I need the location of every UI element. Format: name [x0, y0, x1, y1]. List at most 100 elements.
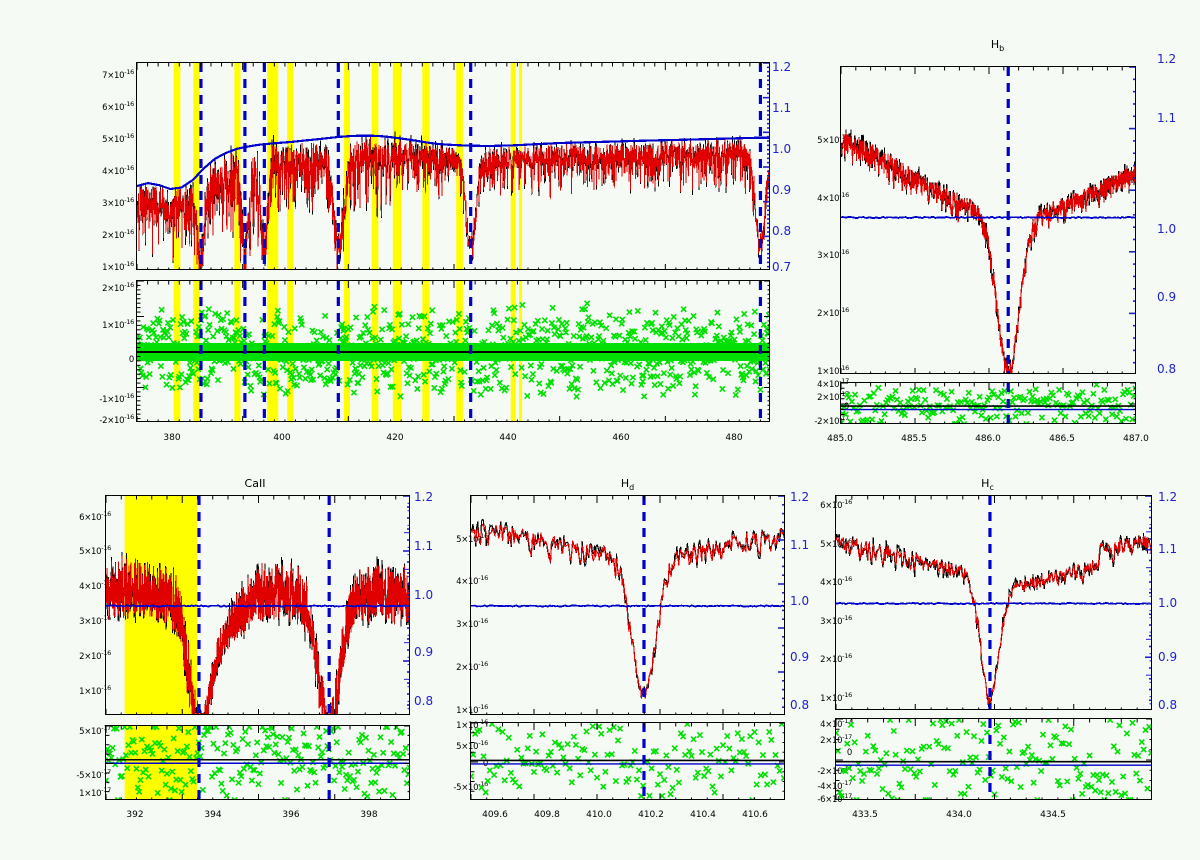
ytick-residual: 0	[55, 749, 111, 759]
ytick-right: 1.1	[414, 539, 434, 553]
ytick-left: 1×10-16	[102, 260, 134, 273]
plot-area-full-spectrum[interactable]	[136, 62, 770, 270]
xtick: 487.0	[1123, 434, 1149, 444]
ytick-left: 4×10-16	[456, 574, 488, 587]
xtick: 480	[725, 433, 743, 443]
ytick-residual: 2×10-17	[820, 733, 852, 746]
panel-h-beta: Hb 5×10-16 4×10-16 3×10-16 2×10-16 1×10-…	[795, 0, 1200, 460]
ytick-right: 0.9	[772, 183, 792, 197]
ytick-left: 2×10-16	[456, 660, 488, 673]
ytick-residual: -4×10-17	[817, 779, 852, 792]
ytick-residual: 4×10-17	[820, 717, 852, 730]
ytick-residual: -5×10-17	[76, 768, 111, 781]
residual-area-full-spectrum[interactable]	[136, 280, 770, 422]
ytick-residual: 5×10-17	[79, 724, 111, 737]
xtick: 486.0	[975, 434, 1001, 444]
ytick-left: 6×10-16	[79, 510, 111, 523]
plot-area-h-gamma[interactable]	[835, 495, 1152, 710]
ytick-right: 1.2	[772, 60, 792, 74]
xtick: 460	[612, 433, 630, 443]
xtick: 434.5	[1040, 810, 1066, 820]
residual-area-h-beta[interactable]	[840, 382, 1136, 424]
panel-h-delta: Hd 5×10-16 4×10-16 3×10-16 2×10-16 1×10-…	[440, 470, 830, 860]
xtick: 410.2	[638, 810, 664, 820]
ytick-left: 3×10-16	[79, 614, 111, 627]
plot-area-ca-ii[interactable]	[105, 495, 410, 715]
ytick-right: 0.9	[414, 645, 434, 659]
ytick-residual: 4×10-17	[817, 377, 849, 390]
ytick-left: 2×10-16	[820, 652, 852, 665]
ytick-left: 6×10-16	[102, 100, 134, 113]
ytick-left: 4×10-16	[820, 575, 852, 588]
xtick: 409.6	[482, 810, 508, 820]
panel-title-h-gamma: Hc	[981, 477, 994, 493]
ytick-right: 0.9	[790, 650, 810, 664]
ytick-left: 2×10-16	[79, 649, 111, 662]
ytick-left: 2×10-16	[817, 306, 849, 319]
ytick-left: 5×10-16	[456, 532, 488, 545]
ytick-right: 1.0	[1157, 222, 1177, 236]
xtick: 400	[273, 433, 291, 443]
xtick: 434.0	[946, 810, 972, 820]
ytick-right: 0.9	[1158, 650, 1178, 664]
residual-area-h-gamma[interactable]	[835, 718, 1152, 800]
xtick: 409.8	[534, 810, 560, 820]
plot-area-h-delta[interactable]	[470, 495, 785, 715]
ytick-residual: -6×10-17	[817, 792, 852, 805]
ytick-right: 1.0	[414, 588, 434, 602]
ytick-left: 3×10-16	[456, 617, 488, 630]
ytick-residual: 2×10-16	[102, 281, 134, 294]
ytick-left: 4×10-16	[79, 579, 111, 592]
ytick-left: 5×10-16	[820, 537, 852, 550]
ytick-left: 4×10-16	[102, 164, 134, 177]
xtick: 486.5	[1049, 434, 1075, 444]
ytick-right: 1.1	[1157, 111, 1177, 125]
ytick-right: 0.8	[790, 698, 810, 712]
xtick: 440	[499, 433, 517, 443]
ytick-left: 1×10-16	[456, 703, 488, 716]
ytick-right: 1.2	[790, 490, 810, 504]
ytick-right: 0.8	[1157, 362, 1177, 376]
ytick-right: 1.1	[772, 101, 792, 115]
ytick-left: 3×10-16	[102, 196, 134, 209]
ytick-right: 1.0	[772, 142, 792, 156]
ytick-right: 0.8	[1158, 698, 1178, 712]
xtick: 380	[163, 433, 181, 443]
xtick: 485.5	[901, 434, 927, 444]
panel-title-h-delta: Hd	[620, 477, 635, 493]
ytick-residual: -2×10-16	[99, 413, 134, 426]
ytick-right: 0.9	[1157, 290, 1177, 304]
xtick: 410.6	[742, 810, 768, 820]
ytick-left: 7×10-16	[102, 68, 134, 81]
ytick-left: 2×10-16	[102, 228, 134, 241]
ytick-left: 3×10-16	[817, 248, 849, 261]
plot-area-h-beta[interactable]	[840, 66, 1136, 374]
ytick-right: 1.0	[1158, 596, 1178, 610]
ytick-residual: -5×10-16	[453, 780, 488, 793]
ytick-right: 0.8	[414, 694, 434, 708]
xtick: 410.4	[690, 810, 716, 820]
ytick-residual: 0	[846, 748, 852, 758]
xtick: 410.0	[586, 810, 612, 820]
residual-area-h-delta[interactable]	[470, 722, 785, 800]
xtick: 485.0	[827, 434, 853, 444]
ytick-left: 1×10-16	[817, 364, 849, 377]
panel-h-gamma: Hc 6×10-16 5×10-16 4×10-16 3×10-16 2×10-…	[810, 470, 1200, 860]
ytick-left: 5×10-16	[102, 132, 134, 145]
xtick: 394	[204, 810, 222, 820]
ytick-right: 1.1	[1158, 542, 1178, 556]
ytick-left: 4×10-16	[817, 191, 849, 204]
ytick-residual: -2×10-17	[814, 414, 849, 427]
ytick-residual: -1×10-16	[99, 392, 134, 405]
panel-ca-ii: CaII 6×10-16 5×10-16 4×10-16 3×10-16 2×1…	[60, 470, 450, 860]
ytick-right: 1.2	[414, 490, 434, 504]
xtick: 392	[126, 810, 144, 820]
panel-title-h-beta: Hb	[990, 38, 1005, 54]
ytick-residual: 5×10-16	[456, 739, 488, 752]
residual-area-ca-ii[interactable]	[105, 725, 410, 800]
ytick-residual: -2×10-17	[817, 764, 852, 777]
ytick-left: 3×10-16	[820, 614, 852, 627]
ytick-right: 1.2	[1157, 52, 1177, 66]
ytick-right: 1.2	[1158, 490, 1178, 504]
ytick-residual: 0	[843, 402, 849, 412]
